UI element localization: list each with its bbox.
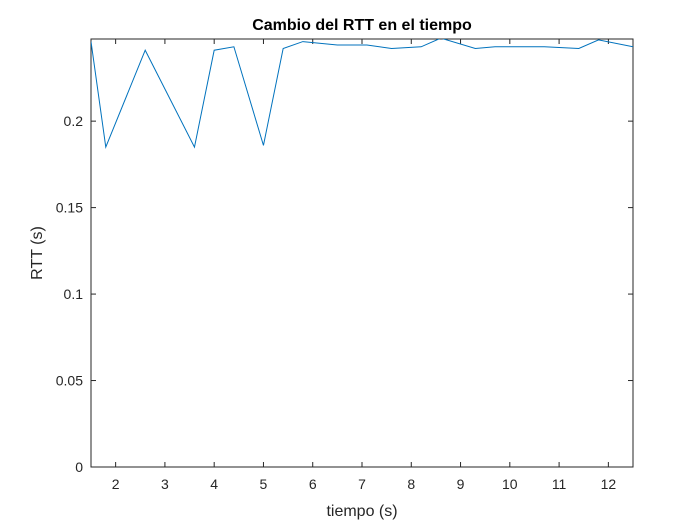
x-tick-label: 5	[260, 476, 268, 492]
x-axis: 2 3 4 5 6 7 8 9 10 11 12	[112, 39, 617, 492]
x-tick-label: 8	[407, 476, 415, 492]
plot-area	[90, 38, 634, 468]
x-tick-label: 7	[358, 476, 366, 492]
x-axis-label: tiempo (s)	[326, 503, 397, 520]
y-tick-label: 0.15	[56, 200, 83, 216]
y-tick-label: 0	[75, 459, 83, 475]
y-tick-label: 0.1	[64, 286, 84, 302]
y-tick-label: 0.2	[64, 113, 84, 129]
series-layer	[91, 39, 633, 149]
x-tick-label: 6	[309, 476, 317, 492]
x-tick-label: 12	[601, 476, 617, 492]
x-tick-label: 4	[210, 476, 218, 492]
y-axis-label: RTT (s)	[29, 226, 46, 280]
x-tick-label: 9	[457, 476, 465, 492]
rtt-series-line	[91, 39, 633, 149]
y-axis: 0 0.05 0.1 0.15 0.2	[56, 113, 633, 475]
chart-title: Cambio del RTT en el tiempo	[252, 17, 472, 34]
x-tick-label: 2	[112, 476, 120, 492]
x-tick-label: 11	[552, 476, 567, 492]
x-tick-label: 10	[502, 476, 518, 492]
y-tick-label: 0.05	[56, 373, 83, 389]
axes-box	[90, 38, 634, 468]
x-tick-label: 3	[161, 476, 169, 492]
